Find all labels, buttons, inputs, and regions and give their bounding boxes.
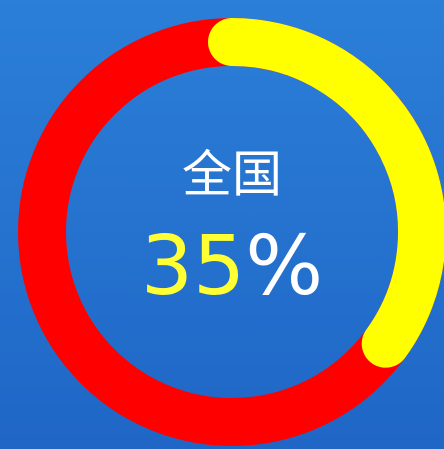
value-number: 35: [141, 219, 245, 314]
gauge-value-arc: [208, 18, 444, 368]
value-unit: %: [245, 219, 323, 314]
value-label: 35%: [141, 219, 323, 314]
chart-title: 全国: [182, 146, 282, 204]
